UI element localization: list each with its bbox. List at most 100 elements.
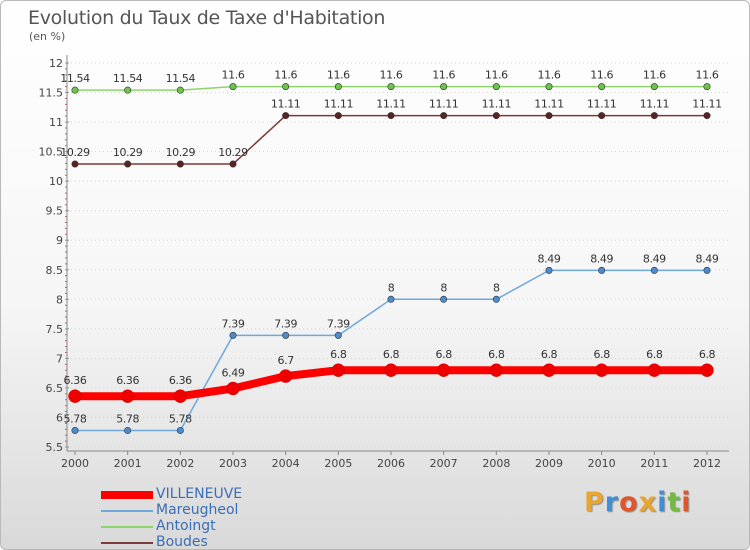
data-point <box>492 83 500 91</box>
legend-swatch <box>101 491 153 499</box>
y-tick-label: 10 <box>49 175 63 188</box>
data-label: 11.6 <box>538 69 561 82</box>
x-tick-label: 2008 <box>482 457 510 470</box>
data-label: 6.8 <box>488 348 505 361</box>
data-point <box>229 160 237 168</box>
data-point <box>331 363 346 377</box>
data-point <box>124 160 132 168</box>
data-label: 11.11 <box>587 98 617 111</box>
data-label: 11.11 <box>324 98 354 111</box>
data-label: 8.49 <box>643 252 666 265</box>
data-label: 11.54 <box>166 72 196 85</box>
data-point <box>282 331 290 339</box>
logo-letter: r <box>604 487 620 518</box>
data-point <box>334 331 342 339</box>
data-point <box>71 426 79 434</box>
grid-layer <box>67 62 729 448</box>
x-tick-label: 2003 <box>219 457 247 470</box>
y-tick-label: 7.5 <box>46 323 64 336</box>
data-label: 11.6 <box>590 69 613 82</box>
data-point <box>282 83 290 91</box>
data-label: 6.8 <box>699 348 716 361</box>
data-point <box>650 266 658 274</box>
data-label: 11.6 <box>432 69 455 82</box>
data-label: 7.39 <box>222 317 245 330</box>
data-label: 6.49 <box>222 367 245 380</box>
data-label: 11.11 <box>271 98 301 111</box>
data-label: 8.49 <box>538 252 561 265</box>
data-point <box>71 86 79 94</box>
data-point <box>647 363 662 377</box>
data-label: 8.49 <box>590 252 613 265</box>
data-label: 11.6 <box>380 69 403 82</box>
logo-letter: i <box>681 487 692 518</box>
data-point <box>124 86 132 94</box>
data-label: 11.11 <box>376 98 406 111</box>
data-point <box>703 266 711 274</box>
legend-label: Mareugheol <box>156 502 239 518</box>
y-tick-label: 12 <box>49 57 63 70</box>
data-point <box>598 266 606 274</box>
data-point <box>278 369 293 383</box>
data-point <box>120 389 135 403</box>
data-point <box>124 426 132 434</box>
data-label: 11.54 <box>113 72 143 85</box>
x-tick-label: 2000 <box>61 457 89 470</box>
x-tick-label: 2012 <box>693 457 721 470</box>
data-point <box>492 112 500 120</box>
x-tick-label: 2005 <box>324 457 352 470</box>
x-tick-label: 2010 <box>588 457 616 470</box>
data-point <box>700 363 714 377</box>
x-tick-label: 2007 <box>430 457 458 470</box>
x-tick-label: 2009 <box>535 457 563 470</box>
data-point <box>226 381 240 396</box>
logo-letter: o <box>619 487 639 518</box>
data-label: 10.29 <box>166 146 196 159</box>
data-label: 11.11 <box>692 98 722 111</box>
data-point <box>545 112 553 120</box>
data-point <box>650 112 658 120</box>
y-tick-label: 6 <box>56 411 63 424</box>
logo-letter: P <box>584 487 605 518</box>
data-label: 11.11 <box>429 98 459 111</box>
data-point <box>436 363 451 377</box>
data-label: 11.6 <box>222 69 245 82</box>
legend-label: Antoingt <box>156 518 216 534</box>
data-point <box>384 363 398 377</box>
y-tick-label: 9.5 <box>46 205 64 218</box>
data-label: 5.78 <box>116 412 139 425</box>
data-point <box>542 363 556 377</box>
data-point <box>229 331 237 339</box>
data-point <box>176 426 184 434</box>
data-label: 10.29 <box>113 146 143 159</box>
legend-label: VILLENEUVE <box>156 486 243 502</box>
data-label: 7.39 <box>274 317 297 330</box>
data-label: 11.6 <box>274 69 297 82</box>
data-label: 8 <box>388 281 395 294</box>
data-label: 8 <box>493 281 500 294</box>
x-tick-label: 2001 <box>114 457 142 470</box>
data-label: 11.6 <box>327 69 350 82</box>
axis-layer: 5.5 6 6.5 7 7.5 8 8.5 9 9.5 10 10.5 11 11.5 12 2000 200… <box>39 55 729 470</box>
data-label: 6.8 <box>646 348 663 361</box>
data-point <box>440 112 448 120</box>
data-point <box>594 363 609 377</box>
data-point <box>440 295 448 303</box>
data-point <box>229 83 237 91</box>
data-label: 11.11 <box>640 98 670 111</box>
data-label: 8.49 <box>696 252 719 265</box>
data-point <box>68 389 82 403</box>
data-label: 6.8 <box>436 348 453 361</box>
y-tick-label: 10.5 <box>39 146 64 159</box>
data-label: 6.8 <box>594 348 611 361</box>
data-point <box>387 112 395 120</box>
y-tick-label: 8.5 <box>46 264 64 277</box>
data-point <box>492 295 500 303</box>
data-point <box>176 160 184 168</box>
data-label: 6.36 <box>116 374 139 387</box>
data-label: 11.11 <box>534 98 564 111</box>
proxiti-logo: Proxiti <box>584 487 692 518</box>
data-label: 6.36 <box>64 374 87 387</box>
chart-title: Evolution du Taux de Taxe d'Habitation <box>28 7 386 29</box>
x-tick-label: 2011 <box>640 457 668 470</box>
